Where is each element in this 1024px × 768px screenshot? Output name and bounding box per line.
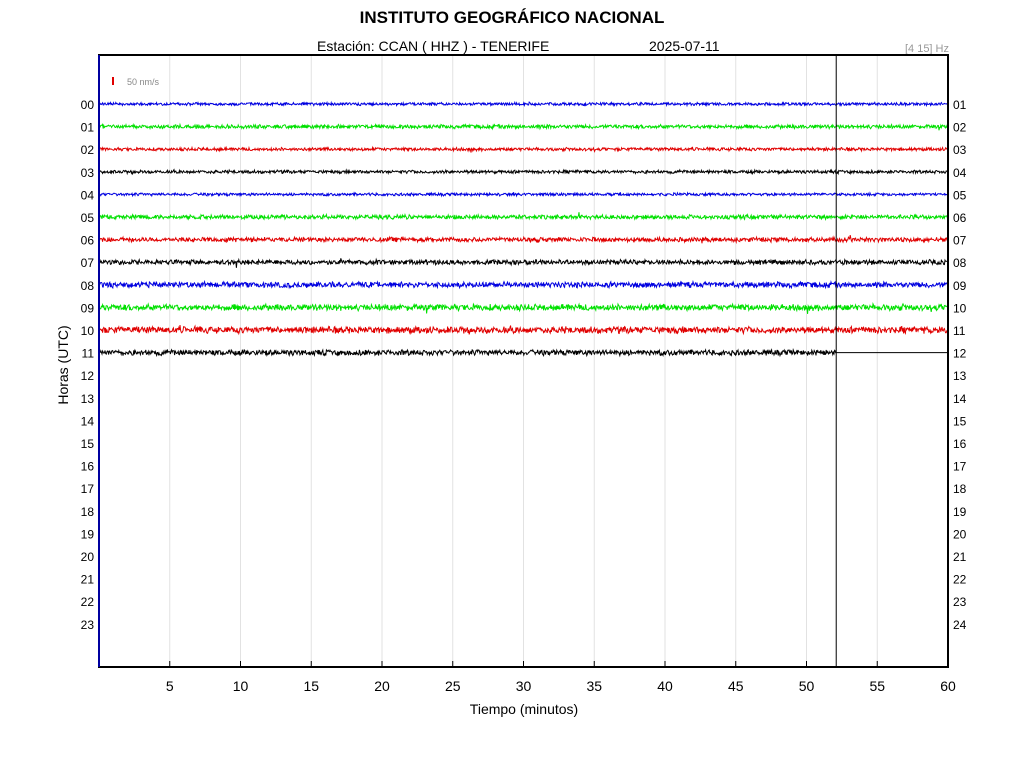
scale-bar-marker — [112, 77, 114, 85]
y-tick-left: 19 — [81, 527, 95, 541]
y-tick-right: 03 — [953, 143, 967, 157]
y-tick-right: 07 — [953, 234, 967, 248]
y-tick-left: 23 — [81, 618, 95, 632]
x-tick-label: 15 — [303, 678, 319, 694]
y-tick-left: 15 — [81, 437, 95, 451]
y-tick-right: 14 — [953, 392, 967, 406]
y-tick-right: 04 — [953, 166, 967, 180]
x-tick-label: 40 — [657, 678, 673, 694]
x-tick-label: 25 — [445, 678, 461, 694]
y-tick-right: 23 — [953, 595, 967, 609]
chart-title: INSTITUTO GEOGRÁFICO NACIONAL — [359, 8, 665, 27]
x-tick-label: 10 — [233, 678, 249, 694]
y-tick-right: 22 — [953, 573, 967, 587]
y-tick-left: 16 — [81, 460, 95, 474]
y-tick-right: 06 — [953, 211, 967, 225]
date-label: 2025-07-11 — [649, 38, 720, 54]
y-tick-right: 15 — [953, 414, 967, 428]
y-tick-right: 19 — [953, 505, 967, 519]
y-tick-right: 11 — [953, 324, 966, 338]
trace-hour-06 — [98, 234, 948, 245]
filter-band-label: [4 15] Hz — [904, 43, 949, 55]
y-tick-right: 05 — [953, 188, 967, 202]
y-tick-left: 18 — [81, 505, 95, 519]
y-tick-left: 21 — [81, 573, 95, 587]
scale-bar-label: 50 nm/s — [127, 77, 160, 87]
trace-hour-00 — [98, 100, 948, 108]
y-tick-left: 06 — [81, 234, 95, 248]
trace-hour-03 — [98, 168, 948, 176]
y-tick-right: 08 — [953, 256, 967, 270]
y-tick-left: 01 — [81, 121, 95, 135]
trace-hour-04 — [98, 191, 948, 198]
trace-hour-08 — [98, 279, 948, 290]
trace-hour-02 — [98, 145, 948, 153]
y-tick-right: 12 — [953, 347, 967, 361]
y-tick-left: 05 — [81, 211, 95, 225]
y-tick-left: 02 — [81, 143, 95, 157]
y-tick-left: 17 — [81, 482, 95, 496]
y-tick-left: 07 — [81, 256, 95, 270]
y-tick-left: 20 — [81, 550, 95, 564]
x-tick-label: 30 — [516, 678, 532, 694]
y-tick-right: 18 — [953, 482, 967, 496]
y-tick-right: 02 — [953, 121, 967, 135]
y-tick-right: 13 — [953, 369, 967, 383]
y-tick-left: 08 — [81, 279, 95, 293]
x-tick-label: 50 — [799, 678, 815, 694]
y-tick-left: 13 — [81, 392, 95, 406]
y-tick-right: 24 — [953, 618, 967, 632]
y-tick-left: 22 — [81, 595, 95, 609]
y-tick-left: 10 — [81, 324, 95, 338]
x-tick-label: 5 — [166, 678, 174, 694]
y-tick-right: 10 — [953, 301, 967, 315]
x-tick-label: 60 — [940, 678, 956, 694]
x-tick-label: 35 — [586, 678, 602, 694]
y-tick-right: 09 — [953, 279, 967, 293]
y-tick-right: 21 — [953, 550, 967, 564]
y-tick-right: 20 — [953, 527, 967, 541]
y-tick-right: 17 — [953, 460, 967, 474]
trace-hour-05 — [98, 212, 948, 222]
x-tick-label: 45 — [728, 678, 744, 694]
y-tick-left: 00 — [81, 98, 95, 112]
x-axis-label: Tiempo (minutos) — [469, 701, 579, 717]
trace-hour-11 — [98, 348, 837, 358]
station-label: Estación: CCAN ( HHZ ) - TENERIFE — [317, 38, 550, 54]
x-tick-label: 20 — [374, 678, 390, 694]
y-tick-right: 01 — [953, 98, 967, 112]
x-tick-label: 55 — [869, 678, 885, 694]
y-tick-left: 04 — [81, 188, 95, 202]
trace-hour-09 — [98, 302, 948, 314]
trace-hour-10 — [98, 324, 948, 336]
y-axis-label: Horas (UTC) — [55, 325, 71, 405]
y-tick-left: 03 — [81, 166, 95, 180]
y-tick-right: 16 — [953, 437, 967, 451]
y-tick-left: 09 — [81, 301, 95, 315]
trace-hour-07 — [98, 257, 948, 268]
y-tick-left: 12 — [81, 369, 95, 383]
y-tick-left: 14 — [81, 414, 95, 428]
y-tick-left: 11 — [82, 347, 95, 361]
trace-hour-01 — [98, 122, 948, 131]
